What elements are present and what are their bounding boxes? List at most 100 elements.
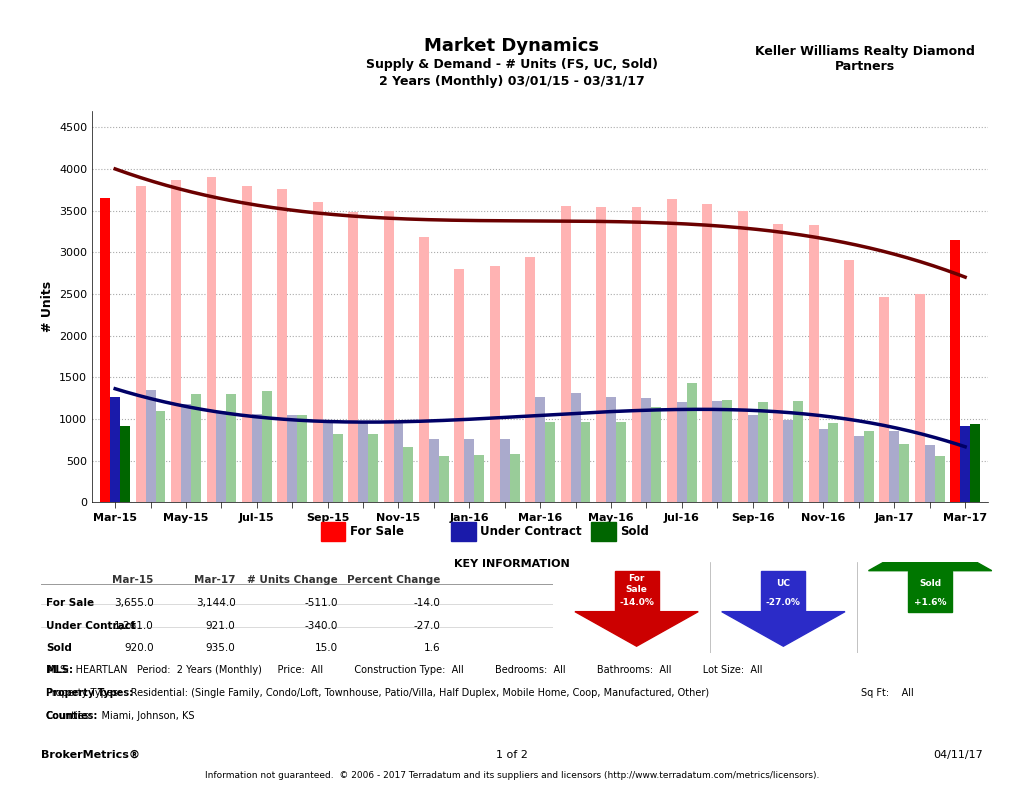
- Text: 2 Years (Monthly) 03/01/15 - 03/31/17: 2 Years (Monthly) 03/01/15 - 03/31/17: [379, 75, 645, 88]
- Text: +1.6%: +1.6%: [913, 598, 946, 607]
- Bar: [677, 403, 687, 502]
- Bar: [242, 186, 252, 502]
- Bar: [614, 571, 658, 611]
- Bar: [288, 414, 297, 502]
- Bar: [864, 431, 873, 502]
- Bar: [748, 414, 758, 502]
- Bar: [667, 199, 677, 502]
- Text: -14.0%: -14.0%: [620, 598, 654, 607]
- Bar: [783, 420, 793, 502]
- Text: Sold: Sold: [46, 644, 72, 653]
- Bar: [368, 434, 378, 502]
- Bar: [321, 522, 345, 541]
- Bar: [297, 414, 307, 502]
- Text: Counties:   Miami, Johnson, KS: Counties: Miami, Johnson, KS: [46, 711, 195, 721]
- Text: Mar-17: Mar-17: [194, 575, 236, 585]
- Bar: [393, 423, 403, 502]
- Bar: [570, 393, 581, 502]
- Text: Keller Williams Realty Diamond
Partners: Keller Williams Realty Diamond Partners: [756, 45, 975, 74]
- Text: Sold: Sold: [621, 524, 649, 538]
- Text: MLS:: MLS:: [46, 665, 73, 675]
- Bar: [596, 207, 606, 502]
- Bar: [880, 297, 890, 502]
- Bar: [312, 202, 323, 502]
- Text: Sq Ft:    All: Sq Ft: All: [860, 688, 913, 698]
- Bar: [226, 394, 237, 502]
- Polygon shape: [868, 536, 992, 571]
- Bar: [950, 240, 961, 502]
- Bar: [925, 445, 935, 502]
- Bar: [632, 207, 641, 502]
- Bar: [890, 430, 899, 502]
- Bar: [536, 397, 545, 502]
- Bar: [510, 454, 519, 502]
- Text: Supply & Demand - # Units (FS, UC, Sold): Supply & Demand - # Units (FS, UC, Sold): [366, 59, 658, 71]
- Text: -27.0%: -27.0%: [766, 598, 801, 607]
- Bar: [854, 436, 864, 502]
- Bar: [252, 414, 262, 502]
- Bar: [961, 426, 970, 502]
- Bar: [333, 434, 343, 502]
- Text: Percent Change: Percent Change: [347, 575, 440, 585]
- Bar: [935, 456, 944, 502]
- Bar: [793, 402, 803, 502]
- Bar: [773, 224, 783, 502]
- Bar: [970, 425, 980, 502]
- Bar: [828, 423, 839, 502]
- Bar: [616, 422, 626, 502]
- Bar: [181, 404, 190, 502]
- Bar: [207, 177, 216, 502]
- Text: KEY INFORMATION: KEY INFORMATION: [454, 559, 570, 570]
- Text: 935.0: 935.0: [206, 644, 236, 653]
- Text: Property Types:   Residential: (Single Family, Condo/Loft, Townhouse, Patio/Vill: Property Types: Residential: (Single Fam…: [46, 688, 709, 698]
- Bar: [818, 429, 828, 502]
- Bar: [561, 206, 570, 502]
- Text: Under Contract: Under Contract: [46, 621, 136, 630]
- Bar: [190, 394, 201, 502]
- Bar: [429, 439, 439, 502]
- Text: 15.0: 15.0: [314, 644, 338, 653]
- Bar: [606, 397, 616, 502]
- Text: 3,144.0: 3,144.0: [196, 598, 236, 608]
- Text: Market Dynamics: Market Dynamics: [425, 37, 599, 55]
- Bar: [722, 399, 732, 502]
- Y-axis label: # Units: # Units: [41, 281, 53, 332]
- Text: Sold: Sold: [920, 579, 941, 589]
- Text: 3,655.0: 3,655.0: [114, 598, 154, 608]
- Bar: [758, 403, 768, 502]
- Bar: [439, 456, 449, 502]
- Bar: [899, 444, 909, 502]
- Text: Counties:: Counties:: [46, 711, 98, 721]
- Text: -27.0: -27.0: [414, 621, 440, 630]
- Polygon shape: [722, 611, 845, 646]
- Bar: [278, 189, 288, 502]
- Text: UC: UC: [776, 579, 791, 589]
- Bar: [687, 383, 696, 502]
- Bar: [581, 422, 591, 502]
- Bar: [500, 439, 510, 502]
- Bar: [171, 180, 181, 502]
- Polygon shape: [574, 611, 698, 646]
- Text: 921.0: 921.0: [206, 621, 236, 630]
- Bar: [100, 198, 111, 502]
- Bar: [419, 237, 429, 502]
- Bar: [156, 411, 166, 502]
- Text: 1 of 2: 1 of 2: [496, 750, 528, 759]
- Text: 920.0: 920.0: [124, 644, 154, 653]
- Bar: [464, 439, 474, 502]
- Text: -14.0: -14.0: [414, 598, 440, 608]
- Bar: [384, 210, 393, 502]
- Text: Under Contract: Under Contract: [480, 524, 582, 538]
- Bar: [809, 225, 818, 502]
- Bar: [713, 402, 722, 502]
- Bar: [120, 426, 130, 502]
- Text: For Sale: For Sale: [46, 598, 94, 608]
- Text: -340.0: -340.0: [304, 621, 338, 630]
- Bar: [145, 390, 156, 502]
- Bar: [136, 186, 145, 502]
- Text: # Units Change: # Units Change: [247, 575, 338, 585]
- Text: For Sale: For Sale: [350, 524, 403, 538]
- Bar: [914, 294, 925, 502]
- Bar: [216, 411, 226, 502]
- Bar: [323, 422, 333, 502]
